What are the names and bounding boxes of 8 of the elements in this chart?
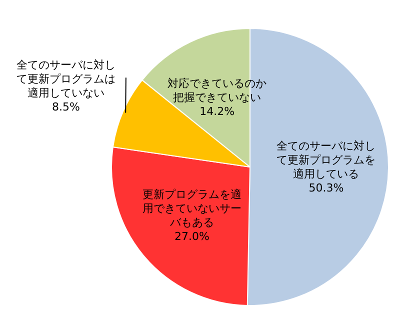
data-label: 50.3% xyxy=(308,182,344,195)
slice-label: 全てのサーバに対して更新プログラムを適用している xyxy=(276,140,376,181)
data-label: 27.0% xyxy=(174,230,210,244)
data-label: 8.5% xyxy=(52,100,80,114)
data-label: 14.2% xyxy=(200,105,235,118)
slice-label: 全てのサーバに対して更新プログラムは適用していない xyxy=(16,58,116,100)
slice-label: 対応できているのか把握できていない xyxy=(168,77,267,104)
slice-label: 更新プログラムを適用できていないサーバもある xyxy=(142,188,242,230)
